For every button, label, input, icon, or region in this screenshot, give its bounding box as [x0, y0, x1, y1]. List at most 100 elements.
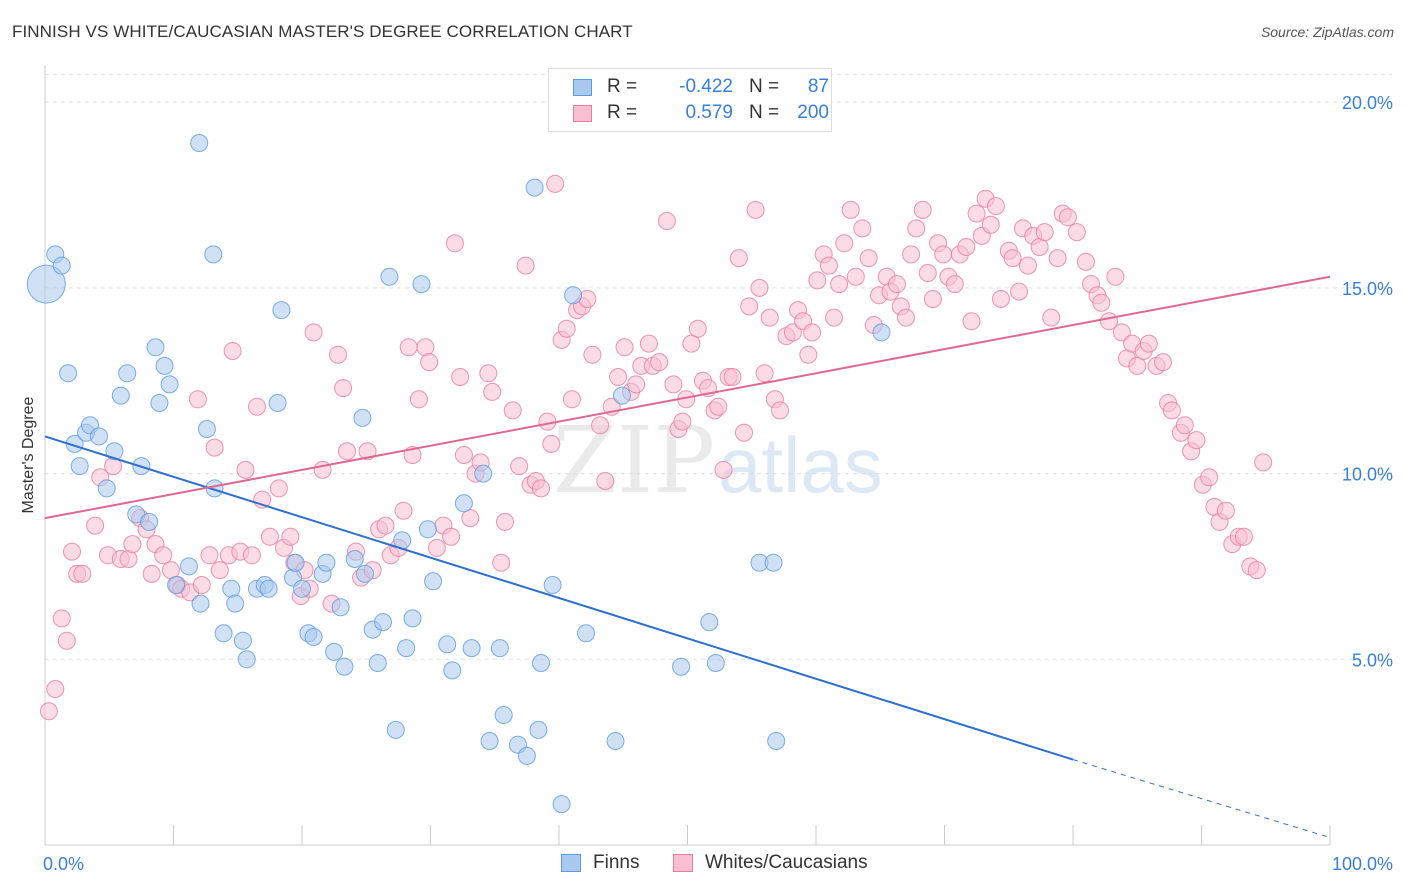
point-finns — [356, 564, 374, 583]
point-finns — [418, 520, 437, 539]
point-whites — [888, 275, 906, 294]
point-whites — [1035, 223, 1054, 242]
y-tick-label: 5.0% — [1352, 650, 1393, 670]
point-whites — [835, 234, 854, 253]
point-whites — [760, 308, 779, 327]
point-finns — [259, 579, 278, 598]
point-finns — [532, 654, 550, 672]
point-whites — [338, 442, 356, 461]
point-finns — [105, 442, 124, 461]
point-whites — [799, 345, 818, 364]
point-whites — [496, 512, 514, 531]
point-whites — [992, 290, 1010, 308]
point-whites — [1200, 468, 1219, 487]
point-whites — [1139, 334, 1158, 353]
point-finns — [70, 457, 89, 476]
point-whites — [39, 702, 58, 721]
x-tick-label: 0.0% — [43, 854, 84, 874]
point-whites — [1234, 527, 1253, 546]
point-finns — [606, 732, 625, 750]
point-finns — [353, 408, 372, 427]
point-whites — [492, 553, 511, 572]
point-finns — [52, 256, 71, 275]
point-finns — [167, 576, 186, 594]
point-whites — [454, 446, 473, 464]
point-whites — [615, 338, 634, 357]
y-axis-label: Master's Degree — [20, 396, 37, 513]
point-whites — [248, 397, 266, 416]
trend-lines — [44, 275, 1331, 839]
point-whites — [416, 338, 435, 357]
trend-line-whites — [44, 275, 1331, 520]
point-finns — [325, 642, 344, 661]
legend: R = -0.422 N = 87 R = 0.579 N = 200 — [548, 68, 832, 132]
point-whites — [510, 457, 529, 476]
point-whites — [532, 479, 550, 498]
legend-n-value: 200 — [797, 102, 829, 123]
point-whites — [394, 501, 413, 520]
point-whites — [427, 538, 446, 557]
point-finns — [335, 657, 354, 676]
point-whites — [918, 264, 937, 282]
point-whites — [57, 631, 76, 650]
point-whites — [825, 308, 843, 327]
point-whites — [420, 353, 439, 372]
point-whites — [591, 416, 610, 435]
y-tick-label: 20.0% — [1342, 93, 1393, 113]
point-finns — [424, 572, 443, 591]
point-finns — [386, 720, 405, 739]
point-finns — [90, 427, 108, 446]
point-finns — [150, 394, 169, 412]
point-whites — [596, 472, 615, 490]
legend-r-label: R = — [607, 76, 638, 97]
point-finns — [494, 706, 513, 724]
point-finns — [706, 654, 725, 672]
point-whites — [808, 271, 827, 290]
point-finns — [474, 464, 493, 483]
point-whites — [682, 334, 701, 353]
point-finns — [331, 598, 350, 617]
point-finns — [26, 264, 66, 304]
point-whites — [639, 334, 658, 353]
point-finns — [767, 732, 786, 750]
point-whites — [986, 197, 1005, 216]
point-whites — [902, 245, 921, 264]
bottom-legend-whites-label: Whites/Caucasians — [705, 852, 868, 873]
point-whites — [236, 460, 255, 479]
trend-line-finns-extension — [1072, 759, 1331, 839]
gridlines — [45, 74, 1392, 660]
legend-n-value: 87 — [807, 76, 829, 97]
point-finns — [517, 746, 536, 765]
point-whites — [516, 256, 535, 275]
point-finns — [155, 356, 174, 375]
point-finns — [293, 579, 311, 598]
point-whites — [755, 364, 774, 383]
point-finns — [672, 657, 691, 676]
point-whites — [913, 200, 932, 219]
point-finns — [345, 550, 364, 568]
point-whites — [841, 200, 860, 219]
point-finns — [577, 624, 595, 643]
point-whites — [934, 245, 953, 264]
point-finns — [480, 732, 499, 750]
point-whites — [859, 249, 878, 268]
point-whites — [688, 319, 707, 338]
point-whites — [205, 438, 224, 457]
point-whites — [1076, 252, 1095, 271]
point-finns — [700, 613, 719, 632]
point-whites — [376, 516, 395, 535]
point-finns — [272, 301, 291, 320]
point-whites — [1187, 431, 1206, 450]
point-finns — [368, 654, 387, 672]
point-whites — [709, 397, 728, 416]
point-finns — [412, 275, 431, 294]
point-whites — [399, 338, 418, 357]
point-finns — [403, 609, 422, 628]
point-finns — [226, 594, 245, 613]
point-finns — [304, 628, 323, 646]
point-finns — [317, 553, 336, 572]
point-whites — [735, 423, 753, 442]
source-label: Source: ZipAtlas.com — [1260, 24, 1394, 40]
point-finns — [443, 661, 462, 680]
